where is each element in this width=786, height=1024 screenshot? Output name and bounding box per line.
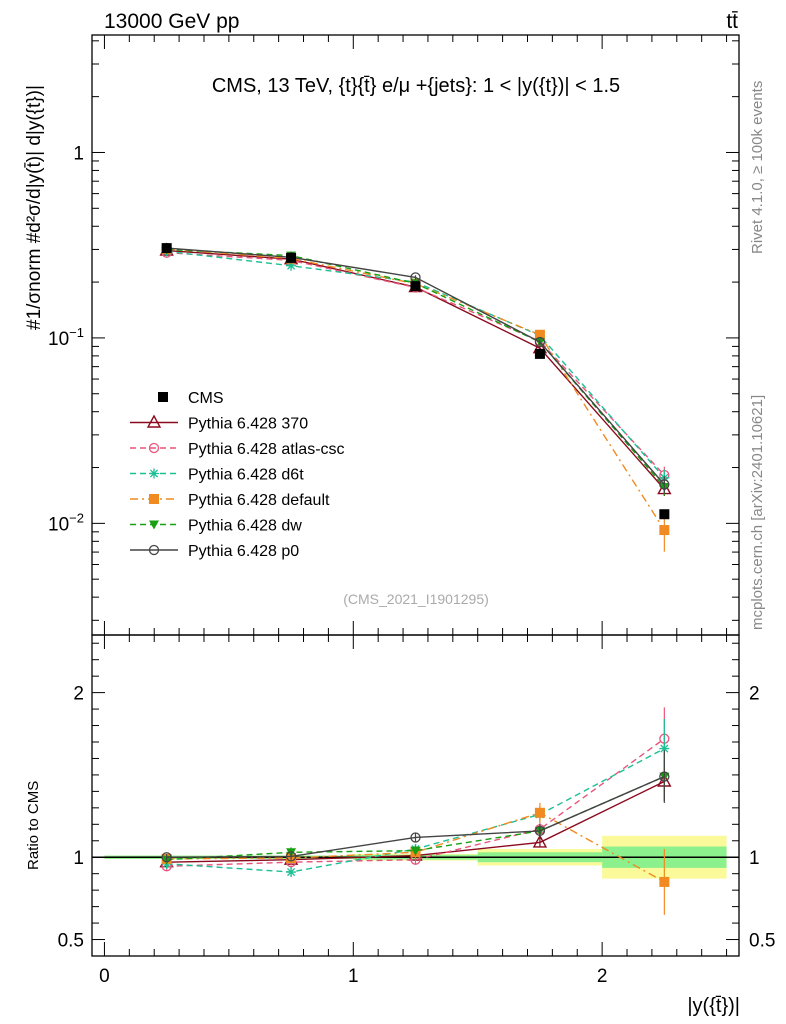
ratio-marker <box>534 807 545 818</box>
series-marker <box>534 329 545 340</box>
ratio-y-axis-label: Ratio to CMS <box>25 781 42 870</box>
ratio-line <box>166 812 665 883</box>
ratio-y-tick-label-right: 0.5 <box>749 931 775 952</box>
ratio-y-tick-label-right: 2 <box>749 684 760 705</box>
main-y-axis-label-text: #1/σnorm #d²σ/d|y(t̄)| d|y({t})| <box>24 85 45 330</box>
ratio-line <box>166 738 665 867</box>
ratio-axis-ticks: 0.5 0.5 1 1 2 2 0 1 2 <box>58 635 775 987</box>
legend-swatch <box>146 414 162 428</box>
main-axis-ticks: 10−2 10−1 1 <box>48 35 739 635</box>
legend-entry: Pythia 6.428 370 <box>130 414 308 433</box>
legend-label: Pythia 6.428 d6t <box>188 467 304 484</box>
ratio-marker <box>286 848 297 858</box>
ratio-marker <box>410 832 421 843</box>
legend-swatch <box>148 544 160 556</box>
legend-label: Pythia 6.428 default <box>188 492 330 509</box>
ratio-panel: 0.5 0.5 1 1 2 2 0 1 2 Ratio to CMS |y({t̄})| <box>25 634 775 1017</box>
rivet-version-label: Rivet 4.1.0, ≥ 100k events <box>749 81 766 254</box>
main-y-tick-label: 1 <box>73 143 84 164</box>
legend-entry: Pythia 6.428 default <box>130 492 330 509</box>
ratio-plot-frame <box>91 634 740 957</box>
legend-swatch <box>149 494 159 504</box>
series-marker <box>659 479 670 490</box>
legend-swatch <box>148 442 160 454</box>
main-panel: 10−2 10−1 1 CMS, 13 TeV, {t}{t̄} e/μ +{jet… <box>24 34 740 636</box>
ratio-series-pythia-6-428-p0 <box>161 750 670 863</box>
main-y-tick-label: 10−2 <box>48 510 84 535</box>
data-point <box>286 252 297 263</box>
legend-label: Pythia 6.428 atlas-csc <box>188 441 345 458</box>
ratio-marker <box>534 825 546 837</box>
legend-swatch <box>158 392 168 402</box>
legend-entry: Pythia 6.428 p0 <box>130 543 299 560</box>
data-point <box>410 281 421 292</box>
mcplots-label: mcplots.cern.ch [arXiv:2401.10621] <box>749 395 766 630</box>
ratio-marker <box>161 852 172 863</box>
x-tick-label: 2 <box>597 966 608 987</box>
ratio-marker <box>659 876 670 887</box>
legend-swatch <box>149 468 159 479</box>
series-marker <box>659 525 670 536</box>
ratio-series-group <box>159 707 672 915</box>
legend-swatch <box>149 520 159 530</box>
x-tick-label: 0 <box>99 966 110 987</box>
ratio-marker <box>659 743 670 754</box>
ratio-marker <box>410 846 421 856</box>
legend-label: Pythia 6.428 370 <box>188 416 308 433</box>
ratio-y-tick-label: 2 <box>73 684 84 705</box>
ratio-marker <box>659 771 670 782</box>
main-y-axis-label: #1/σnorm #d²σ/d|y(t̄)| d|y({t})| <box>24 85 45 330</box>
legend-label: CMS <box>188 390 224 407</box>
legend-label: Pythia 6.428 dw <box>188 518 302 535</box>
legend-entry: Pythia 6.428 d6t <box>130 467 304 484</box>
ratio-y-tick-label-right: 1 <box>749 848 760 869</box>
ratio-y-tick-label: 1 <box>73 848 84 869</box>
x-tick-label: 1 <box>348 966 359 987</box>
ratio-y-tick-label: 0.5 <box>58 931 84 952</box>
x-axis-label: |y({t̄})| <box>687 995 740 1017</box>
legend-entry: Pythia 6.428 dw <box>130 518 302 535</box>
legend: CMS Pythia 6.428 370 Pythia 6.428 atlas-cs… <box>130 390 345 560</box>
data-point <box>161 243 172 254</box>
legend-label: Pythia 6.428 p0 <box>188 543 299 560</box>
ratio-marker <box>285 851 297 862</box>
data-point <box>659 509 670 520</box>
main-y-tick-label: 10−1 <box>48 325 84 350</box>
ratio-marker <box>532 834 548 848</box>
legend-entry: Pythia 6.428 atlas-csc <box>130 441 345 458</box>
legend-entry: CMS <box>158 390 224 407</box>
header-energy-label: 13000 GeV pp <box>104 10 239 33</box>
chart-title: CMS, 13 TeV, {t}{t̄} e/μ +{jets}: 1 < |y… <box>212 75 620 97</box>
ratio-marker <box>286 867 297 878</box>
series-marker <box>286 260 297 271</box>
header-process-label: tt̄ <box>726 10 738 33</box>
main-data-points <box>161 243 670 520</box>
data-point <box>534 348 545 359</box>
series-line <box>166 248 665 531</box>
series-marker <box>534 336 546 348</box>
analysis-watermark: (CMS_2021_I1901295) <box>343 591 489 607</box>
